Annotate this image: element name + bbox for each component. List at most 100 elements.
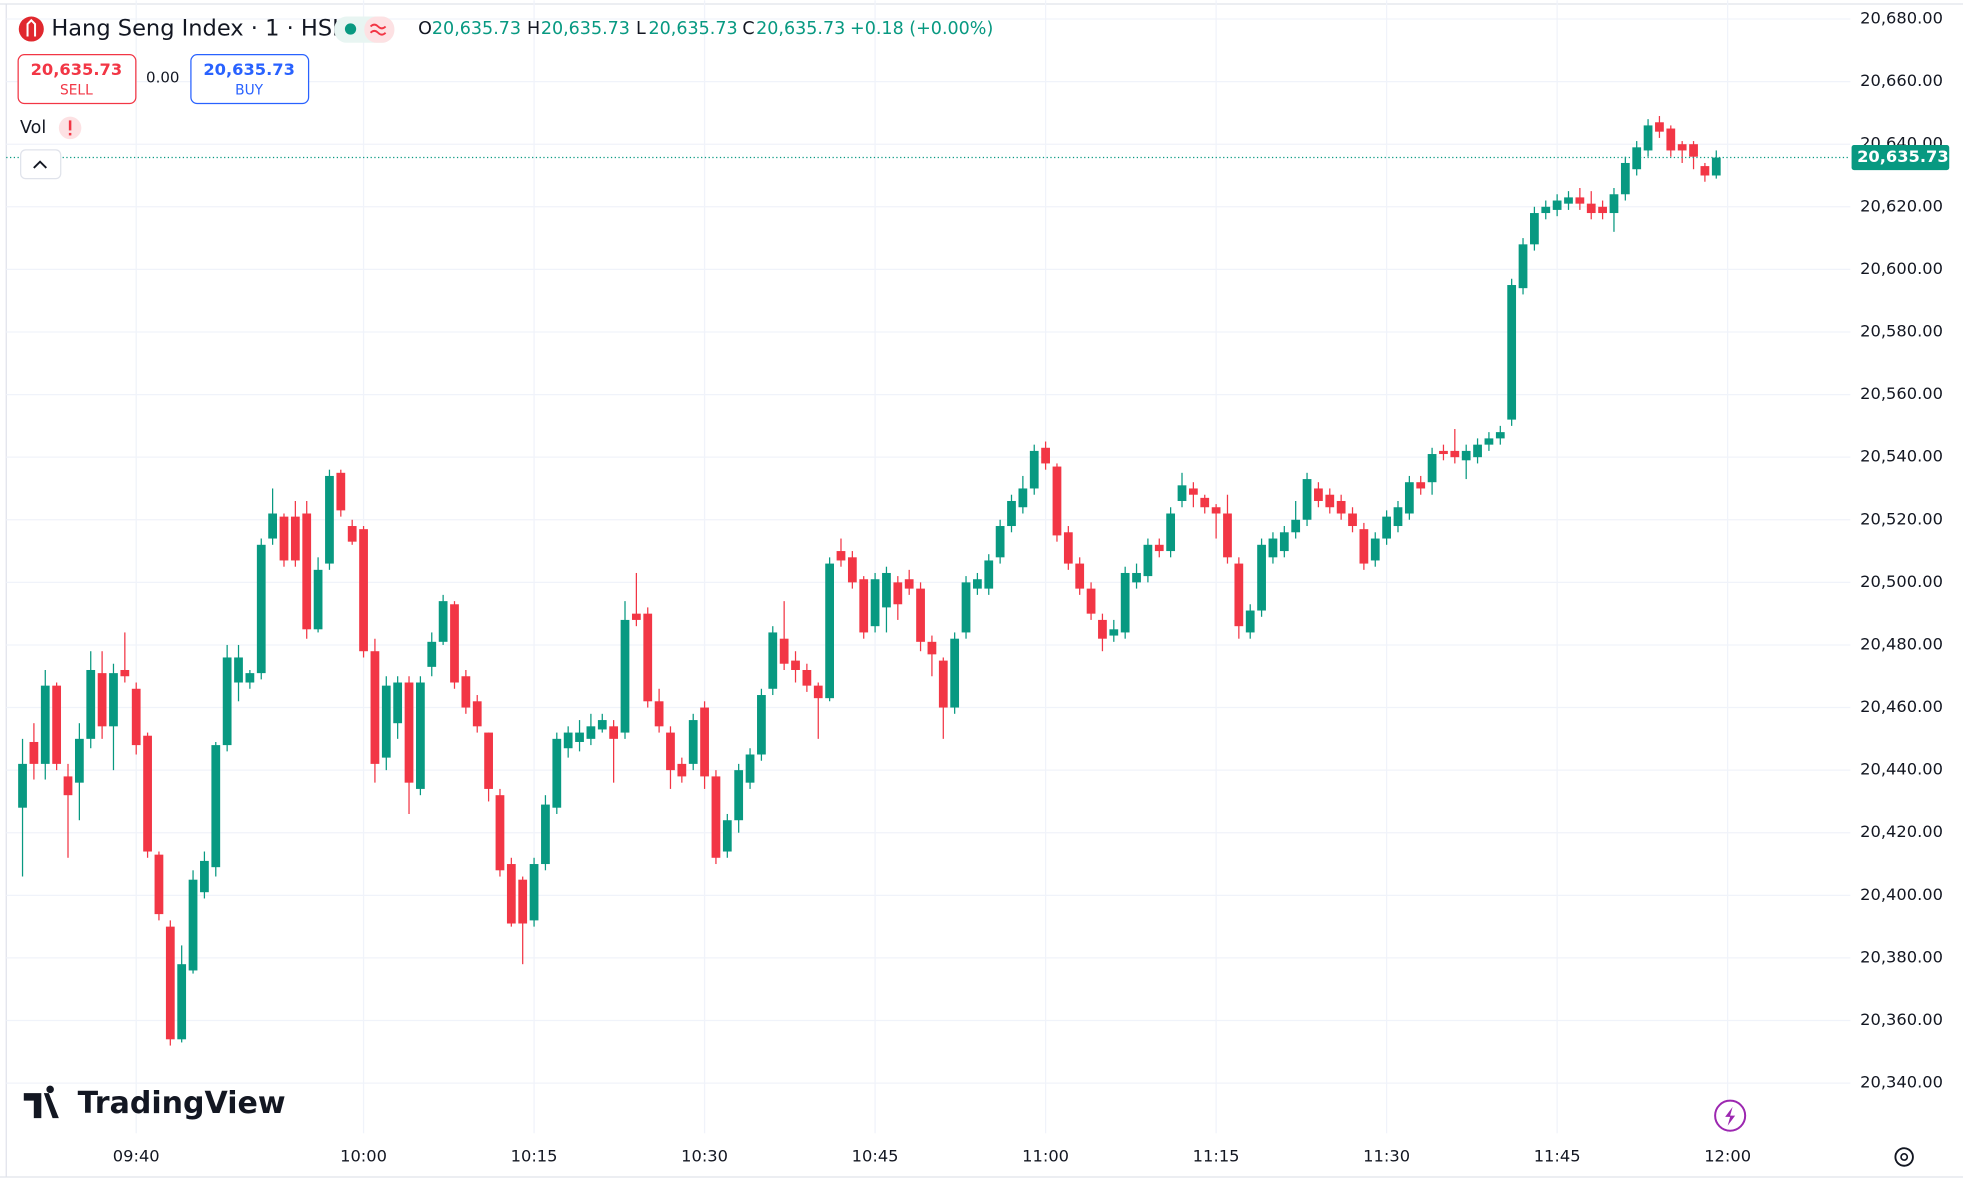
collapse-button[interactable] — [20, 149, 62, 180]
candle-body — [609, 726, 619, 739]
candle-body — [370, 651, 380, 764]
candle-body — [416, 682, 425, 789]
candle-body — [177, 964, 187, 1040]
candle-body — [631, 613, 641, 620]
candle-body — [359, 529, 368, 652]
candle-body — [472, 701, 482, 727]
buy-button[interactable] — [190, 54, 310, 105]
candle-body — [131, 688, 141, 746]
candle-body — [1689, 144, 1698, 157]
candle-body — [450, 604, 459, 683]
candle-body — [825, 563, 834, 699]
y-tick-label: 20,460.00 — [1860, 697, 1943, 716]
x-tick-label: 10:15 — [511, 1146, 558, 1165]
candle-body — [290, 516, 300, 561]
candles — [6, 116, 1851, 1046]
candle-body — [904, 579, 914, 589]
candle-body — [859, 579, 869, 633]
candle-body — [40, 685, 50, 764]
y-tick-label: 20,480.00 — [1860, 634, 1943, 653]
candle-body — [995, 526, 1005, 558]
ohlc-key: C — [742, 19, 754, 39]
candle-body — [165, 926, 175, 1040]
candle-body — [1166, 513, 1176, 552]
candle-body — [1620, 162, 1630, 195]
candle-body — [1518, 244, 1528, 289]
delay-icon — [369, 23, 387, 36]
x-tick-label: 12:00 — [1704, 1146, 1751, 1165]
candle-body — [1541, 206, 1551, 214]
candle-body — [336, 472, 346, 511]
candle-body — [677, 763, 687, 777]
candle-body — [63, 776, 73, 796]
candle-body — [518, 879, 528, 924]
x-tick-label: 11:00 — [1022, 1146, 1069, 1165]
candle-body — [1325, 494, 1335, 508]
candle-body — [1268, 538, 1278, 558]
candle-body — [143, 735, 152, 852]
candle-body — [1643, 125, 1653, 151]
grid — [6, 0, 1851, 1134]
candle-body — [1177, 485, 1187, 501]
candle-body — [427, 641, 437, 667]
candle-body — [1234, 563, 1244, 627]
candle-body — [1564, 197, 1573, 204]
ohlc-value: 20,635.73 — [432, 19, 521, 39]
volume-label[interactable]: Vol — [20, 118, 46, 138]
candle-body — [1245, 610, 1255, 633]
candle-body — [461, 676, 471, 708]
delay-pill[interactable] — [364, 16, 395, 43]
candle-body — [1370, 538, 1380, 561]
candle-body — [1711, 157, 1721, 176]
candle-body — [313, 569, 323, 630]
sell-button[interactable] — [17, 54, 137, 105]
candle-body — [1029, 450, 1039, 489]
y-tick-label: 20,560.00 — [1860, 384, 1943, 403]
quick-action-icon — [1725, 1106, 1736, 1126]
candle-body — [1655, 122, 1664, 132]
candle-body — [1007, 500, 1016, 527]
candle-body — [1439, 450, 1448, 455]
candle-body — [950, 638, 960, 708]
y-tick-label: 20,660.00 — [1860, 71, 1943, 90]
y-tick-label: 20,380.00 — [1860, 947, 1943, 966]
candle-body — [1075, 563, 1085, 589]
settings-button[interactable] — [1894, 1147, 1914, 1167]
candle-body — [1132, 572, 1141, 583]
candle-body — [495, 795, 505, 871]
candle-body — [347, 526, 357, 542]
candle-body — [666, 732, 675, 771]
candle-body — [813, 685, 823, 699]
candle-body — [734, 770, 744, 821]
candle-body — [541, 804, 550, 865]
candle-body — [188, 879, 198, 971]
candle-body — [1530, 213, 1539, 245]
candle-body — [1257, 544, 1266, 611]
candle-body — [109, 673, 118, 727]
ohlc-legend: O 20,635.73 H 20,635.73 L 20,635.73 C 20,635.73… — [418, 19, 993, 39]
x-tick-label: 10:30 — [681, 1146, 728, 1165]
symbol-title[interactable]: Hang Seng Index · 1 · HSI — [51, 16, 338, 42]
candle-body — [1052, 466, 1062, 536]
candle-body — [757, 695, 766, 755]
candle-body — [1382, 516, 1392, 539]
candle-body — [552, 738, 562, 808]
candle-body — [597, 720, 607, 730]
candle-body — [1484, 438, 1494, 445]
candle-body — [893, 582, 903, 605]
candle-body — [688, 720, 698, 764]
candle-body — [1598, 206, 1607, 214]
candle-body — [563, 732, 573, 749]
ohlc-value: 20,635.73 — [648, 19, 737, 39]
y-tick-label: 20,520.00 — [1860, 509, 1943, 528]
last-price-tag — [1851, 145, 1950, 171]
candle-body — [620, 619, 630, 733]
candle-body — [52, 685, 62, 764]
candle-body — [575, 732, 584, 742]
candle-body — [325, 475, 334, 564]
candle-body — [234, 657, 243, 683]
candle-body — [836, 551, 846, 561]
candle-body — [86, 669, 96, 739]
